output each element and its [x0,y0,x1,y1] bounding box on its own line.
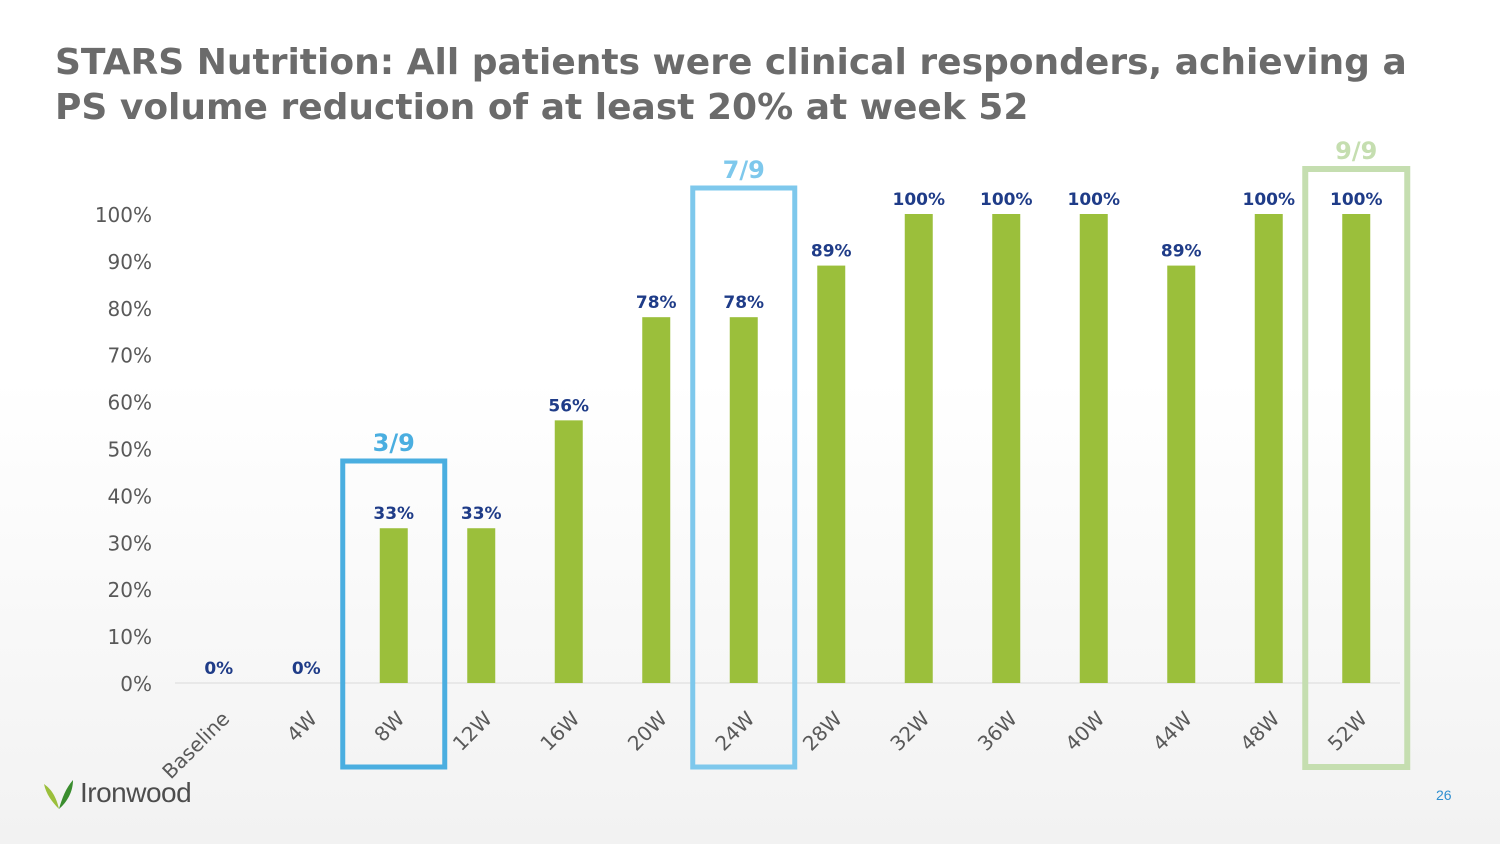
y-tick-label: 10% [108,625,152,649]
data-label: 100% [1242,190,1295,210]
data-label: 100% [1067,190,1120,210]
data-label: 89% [1161,242,1202,262]
y-tick-label: 0% [120,672,152,696]
highlight-label: 3/9 [373,429,415,457]
x-tick-label: 40W [1060,706,1109,755]
logo-text: Ironwood [80,777,192,808]
data-label: 56% [548,396,589,416]
x-tick-label: 48W [1235,706,1284,755]
x-tick-label: 20W [623,706,672,755]
y-tick-label: 40% [108,484,152,508]
x-tick-label: 32W [885,706,934,755]
data-label: 33% [373,504,414,524]
x-tick-label: 8W [369,706,409,746]
data-label: 78% [723,293,764,313]
highlight-label: 7/9 [723,156,765,184]
highlight-box [1302,166,1411,770]
y-tick-label: 80% [108,297,152,321]
bar [1167,265,1196,683]
page-title: STARS Nutrition: All patients were clini… [55,42,1407,128]
x-tick-label: 36W [973,706,1022,755]
data-label: 78% [636,293,677,313]
bar [1254,214,1283,683]
bar [642,317,671,683]
bar [817,265,846,683]
data-label: 100% [980,190,1033,210]
x-tick-label: 52W [1323,706,1372,755]
y-tick-label: 30% [108,531,152,555]
highlight-box [690,185,798,770]
ironwood-logo: Ironwood [42,776,192,810]
y-tick-label: 90% [108,250,152,274]
x-tick-label: 4W [282,706,322,746]
data-label: 89% [811,242,852,262]
leaf-icon [44,780,73,809]
data-label: 33% [461,504,502,524]
x-tick-label: 12W [448,706,497,755]
y-tick-label: 100% [95,203,152,227]
highlight-box [340,458,448,770]
data-label: 100% [892,190,945,210]
x-tick-label: 44W [1148,706,1197,755]
highlight-label: 9/9 [1335,137,1377,165]
data-label: 0% [204,659,233,679]
x-tick-label: Baseline [157,707,234,784]
y-tick-label: 60% [108,391,152,415]
x-tick-label: 16W [535,706,584,755]
bar [904,214,933,683]
y-tick-label: 70% [108,344,152,368]
bar [467,528,496,683]
y-tick-label: 20% [108,578,152,602]
data-label: 0% [292,659,321,679]
data-label: 100% [1330,190,1383,210]
bar [1342,214,1371,683]
x-tick-label: 24W [710,706,759,755]
bar [992,214,1021,683]
x-tick-label: 28W [798,706,847,755]
bar [729,317,758,683]
y-tick-label: 50% [108,438,152,462]
bar [1079,214,1108,683]
bar [379,528,408,683]
bar [554,420,583,683]
page-number: 26 [1436,787,1452,803]
